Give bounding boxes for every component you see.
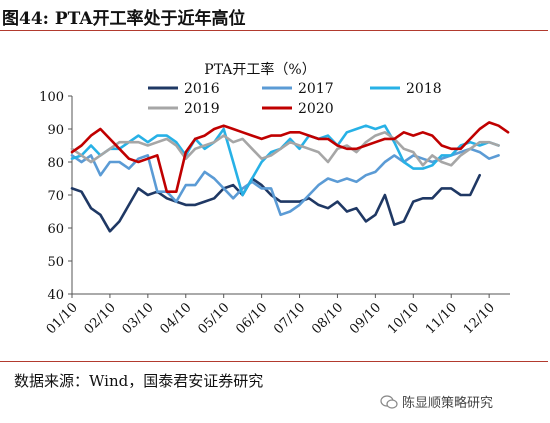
series-line-2017 xyxy=(70,147,500,217)
x-tick-label: 12/10 xyxy=(461,300,498,337)
figure-title: 图44: PTA开工率处于近年高位 xyxy=(2,9,246,29)
legend-label-2016: 2016 xyxy=(184,81,220,97)
y-tick-label: 70 xyxy=(47,189,64,204)
legend-label-2018: 2018 xyxy=(406,81,442,97)
y-tick-label: 50 xyxy=(47,255,64,270)
chart-title: PTA开工率（%） xyxy=(204,61,315,78)
x-tick-label: 05/10 xyxy=(195,300,232,337)
legend-label-2020: 2020 xyxy=(298,101,334,117)
x-tick-label: 07/10 xyxy=(271,300,308,337)
y-tick-label: 60 xyxy=(47,222,64,237)
series-lines xyxy=(70,121,510,233)
x-tick-label: 03/10 xyxy=(120,300,157,337)
title-rule xyxy=(0,30,548,31)
legend-label-2017: 2017 xyxy=(298,81,334,97)
y-tick-label: 90 xyxy=(47,123,64,138)
source-note: 数据来源：Wind，国泰君安证券研究 xyxy=(14,372,264,390)
watermark: 陈显顺策略研究 xyxy=(380,392,493,411)
x-tick-label: 01/10 xyxy=(44,300,81,337)
x-tick-label: 09/10 xyxy=(347,300,384,337)
series-line-2019 xyxy=(70,131,500,167)
watermark-text: 陈显顺策略研究 xyxy=(402,396,494,411)
wechat-icon xyxy=(380,394,398,409)
axes: 40 50 60 70 80 90 100 01/10 02/10 03/10 04/10 05/10… xyxy=(39,90,510,337)
source-rule xyxy=(0,361,548,362)
x-tick-label: 06/10 xyxy=(233,300,270,337)
series-line-2018 xyxy=(70,124,500,197)
y-tick-label: 40 xyxy=(47,288,64,303)
x-tick-label: 04/10 xyxy=(157,300,194,337)
y-tick-label: 80 xyxy=(47,156,64,171)
line-chart: PTA开工率（%） 2016 2017 2018 2019 2020 40 50 60 70 8… xyxy=(39,61,510,337)
x-tick-label: 08/10 xyxy=(309,300,346,337)
y-tick-label: 100 xyxy=(39,90,64,105)
x-tick-label: 10/10 xyxy=(385,300,422,337)
x-tick-label: 11/10 xyxy=(423,300,460,337)
legend: 2016 2017 2018 2019 2020 xyxy=(148,81,442,117)
series-line-2020 xyxy=(70,121,510,193)
x-tick-label: 02/10 xyxy=(82,300,119,337)
legend-label-2019: 2019 xyxy=(184,101,220,117)
